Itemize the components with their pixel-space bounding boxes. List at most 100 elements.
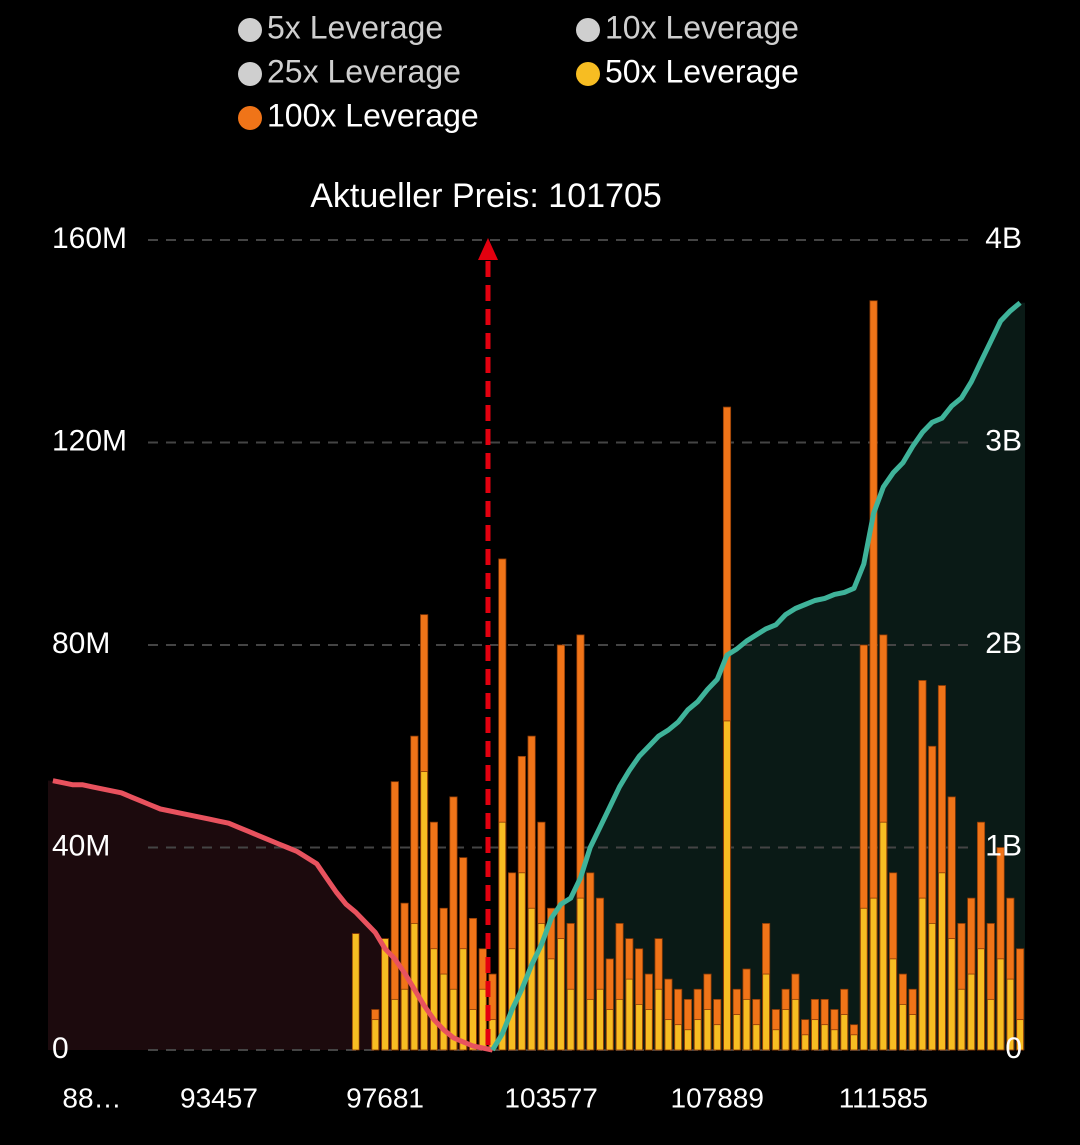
legend-label: 50x Leverage [605, 53, 799, 89]
bar [947, 938, 956, 1051]
bar [469, 1009, 477, 1051]
bar [478, 988, 487, 1051]
bar [576, 897, 585, 1051]
bar [557, 938, 565, 1051]
bar [605, 1009, 614, 1051]
bar [674, 1024, 682, 1051]
x-tick-label: 93457 [180, 1082, 258, 1113]
x-tick-label: 111585 [839, 1082, 928, 1113]
legend: 5x Leverage 10x Leverage 25x Leverage 50x L… [238, 9, 799, 133]
bar [996, 958, 1005, 1051]
y-tick-label: 40M [52, 829, 110, 862]
x-tick-label: 103577 [504, 1082, 597, 1113]
bar [498, 821, 507, 1051]
bar [762, 973, 770, 1051]
bar [625, 978, 634, 1051]
annotation: Aktueller Preis: 101705 [310, 177, 662, 215]
legend-marker [576, 18, 600, 42]
legend-marker [238, 18, 262, 42]
bar [586, 998, 595, 1051]
bar [723, 720, 731, 1051]
bar [654, 988, 663, 1051]
bar [547, 958, 555, 1051]
line [490, 300, 1022, 1052]
bar [967, 973, 976, 1051]
bar [791, 998, 800, 1051]
bar [811, 1019, 819, 1051]
legend-marker [238, 62, 262, 86]
bar [391, 998, 399, 1051]
bar [986, 998, 995, 1051]
y-tick-label: 0 [52, 1032, 69, 1065]
bar [645, 1009, 653, 1051]
bar [664, 1019, 673, 1051]
x-tick-label: 97681 [346, 1082, 424, 1113]
bar [713, 1024, 722, 1051]
current-price-arrow [478, 238, 498, 260]
bar [830, 1029, 839, 1051]
bar [1006, 978, 1015, 1051]
bar [381, 938, 389, 1051]
bar [957, 988, 966, 1051]
bar [635, 1004, 643, 1051]
bar [977, 948, 985, 1051]
x-tick-label: 88… [62, 1082, 121, 1113]
legend-label: 10x Leverage [605, 9, 799, 45]
legend-marker [576, 62, 600, 86]
legend-marker [238, 106, 262, 130]
bar [371, 1019, 380, 1051]
bar [781, 1009, 790, 1051]
y-tick-label: 120M [52, 424, 127, 457]
legend-label: 25x Leverage [267, 53, 461, 89]
bar [752, 1024, 761, 1051]
bar [537, 923, 546, 1051]
y2-tick-label: 3B [985, 424, 1022, 457]
line [52, 778, 494, 1053]
bar [869, 897, 878, 1051]
labels: 0 40M 80M 120M 160M 0 1B 2B 3B 4B 88… 93457 97681 103… [52, 222, 1022, 1113]
bar [449, 988, 458, 1051]
bar [879, 821, 888, 1051]
x-tick-label: 107889 [671, 1082, 764, 1113]
legend-label: 5x Leverage [267, 9, 443, 45]
bar [928, 923, 937, 1051]
bar [850, 1034, 858, 1051]
bar [351, 933, 360, 1051]
bar [430, 948, 438, 1051]
bar [899, 1004, 907, 1051]
bar [684, 1029, 692, 1051]
bar [400, 988, 409, 1051]
bar [703, 1009, 712, 1051]
bar [732, 1014, 741, 1051]
bar [439, 973, 448, 1051]
bar [938, 872, 946, 1051]
y-tick-label: 80M [52, 627, 110, 660]
lines [52, 300, 1022, 1053]
bar [918, 897, 927, 1051]
bar [772, 1029, 780, 1051]
y2-tick-label: 4B [985, 222, 1022, 255]
bar [859, 907, 868, 1051]
bar [693, 1019, 702, 1051]
y2-tick-label: 1B [985, 829, 1022, 862]
bar [840, 1014, 849, 1051]
y2-tick-label: 0 [1005, 1032, 1022, 1065]
bar [820, 1024, 829, 1051]
bar [420, 771, 428, 1051]
bar [566, 988, 575, 1051]
bar [1016, 1019, 1024, 1051]
bar [889, 958, 897, 1051]
y2-tick-label: 2B [985, 627, 1022, 660]
bar [801, 1034, 809, 1051]
bar [527, 907, 536, 1051]
bar [518, 872, 526, 1051]
y-tick-label: 160M [52, 222, 127, 255]
bar [615, 998, 624, 1051]
area [492, 302, 1025, 1050]
bar [908, 1014, 917, 1051]
bar [596, 988, 604, 1051]
legend-label: 100x Leverage [267, 97, 479, 133]
bar [742, 998, 751, 1051]
